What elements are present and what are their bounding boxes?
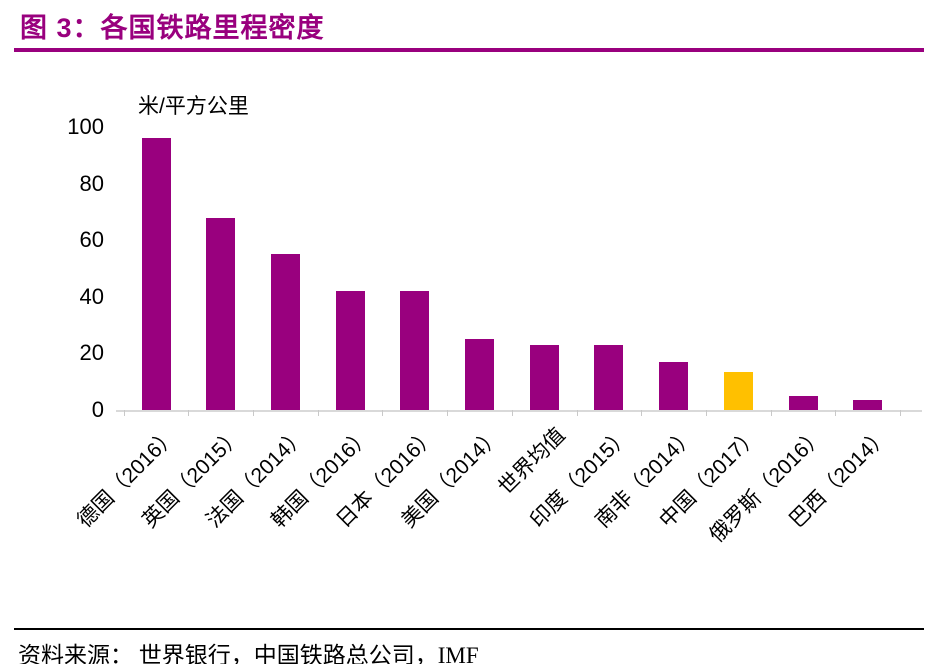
x-axis-tick [705, 410, 707, 416]
x-axis-tick [123, 410, 125, 416]
x-axis-tick [641, 410, 643, 416]
y-tick-label: 0 [91, 397, 104, 422]
bar-highlight-china [723, 371, 753, 410]
x-axis-tick [188, 410, 190, 416]
figure-title: 图 3：各国铁路里程密度 [20, 13, 325, 43]
bar-1 [206, 217, 236, 410]
y-tick-label: 40 [79, 283, 104, 309]
x-axis-tick [447, 410, 449, 416]
y-tick-label: 100 [67, 114, 104, 139]
title-divider [14, 48, 924, 52]
bar-8 [659, 361, 689, 410]
y-tick-label: 60 [79, 227, 104, 253]
x-axis-tick [835, 410, 837, 416]
bar-11 [853, 400, 883, 410]
x-axis-tick [382, 410, 384, 416]
x-axis-tick [511, 410, 513, 416]
bar-7 [594, 344, 624, 410]
bar-3 [335, 291, 365, 410]
x-axis-tick [317, 410, 319, 416]
x-axis-tick [253, 410, 255, 416]
x-axis-tick [770, 410, 772, 416]
y-tick-label: 20 [79, 340, 104, 366]
bar-2 [270, 254, 300, 410]
y-tick-label: 80 [79, 170, 104, 196]
x-axis-line [116, 410, 922, 412]
bar-6 [529, 344, 559, 410]
x-axis-tick [576, 410, 578, 416]
bar-5 [465, 339, 494, 410]
bar-4 [400, 291, 430, 410]
bar-0 [141, 138, 171, 410]
source-note: 资料来源： 世界银行，中国铁路总公司，IMF [18, 643, 479, 664]
x-axis-tick [900, 410, 902, 416]
bar-10 [788, 395, 818, 410]
y-axis-unit-label: 米/平方公里 [138, 95, 249, 118]
footer-divider [14, 628, 924, 630]
